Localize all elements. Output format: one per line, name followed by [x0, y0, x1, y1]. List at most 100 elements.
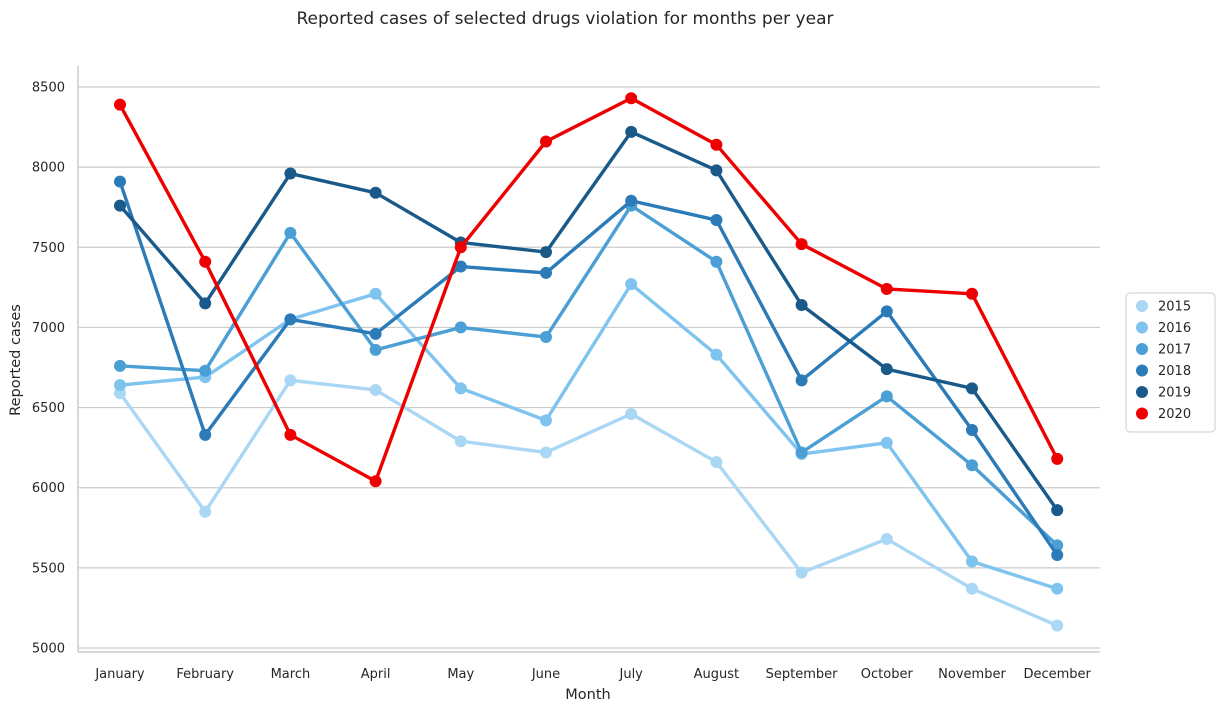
data-point — [284, 428, 297, 441]
data-point — [966, 287, 978, 300]
data-point — [966, 459, 978, 472]
series-line — [118, 96, 1059, 484]
x-tick-label: March — [271, 667, 311, 682]
data-point — [199, 428, 212, 441]
data-point — [795, 566, 808, 579]
data-point — [454, 241, 467, 254]
series-line — [118, 203, 1059, 548]
series-2018 — [114, 175, 1064, 562]
series-line — [118, 179, 1059, 557]
data-point — [114, 199, 126, 212]
data-point — [625, 194, 638, 207]
series-2017 — [114, 199, 1064, 552]
data-point — [454, 321, 467, 334]
data-point — [114, 379, 126, 392]
data-point — [710, 164, 723, 177]
data-point — [710, 138, 723, 151]
chart-title: Reported cases of selected drugs violati… — [297, 9, 834, 29]
data-point — [284, 226, 297, 239]
data-point — [540, 331, 552, 344]
data-point — [369, 343, 382, 356]
x-tick-label: September — [766, 667, 839, 682]
x-tick-label: August — [694, 667, 740, 682]
y-tick-label: 6500 — [32, 401, 65, 416]
data-point — [199, 364, 212, 377]
data-point — [199, 297, 212, 310]
data-point — [1051, 549, 1064, 562]
data-point — [966, 382, 978, 395]
data-point — [540, 246, 552, 259]
data-point — [199, 255, 212, 268]
data-point — [454, 435, 467, 448]
series-2015 — [114, 374, 1064, 632]
data-point — [284, 374, 297, 387]
data-point — [710, 348, 723, 361]
data-point — [284, 313, 297, 326]
gridlines — [78, 86, 1100, 649]
series-2020 — [114, 92, 1064, 488]
legend-label: 2016 — [1158, 321, 1191, 336]
y-axis-title: Reported cases — [8, 304, 24, 416]
data-point — [114, 359, 126, 372]
data-point — [795, 238, 808, 251]
data-point — [880, 282, 893, 295]
x-tick-label: December — [1023, 667, 1091, 682]
data-point — [540, 266, 552, 279]
legend-marker — [1136, 407, 1148, 420]
data-point — [710, 456, 723, 469]
data-point — [369, 287, 382, 300]
data-point — [369, 383, 382, 396]
x-axis-title: Month — [565, 687, 610, 703]
series-line — [118, 282, 1059, 591]
data-point — [880, 305, 893, 318]
x-tick-label: January — [94, 667, 145, 682]
legend-label: 2020 — [1158, 407, 1191, 422]
legend-label: 2015 — [1158, 300, 1191, 315]
x-tick-label: October — [861, 667, 914, 682]
x-tick-label: February — [176, 667, 234, 682]
legend-label: 2019 — [1158, 386, 1191, 401]
legend: 2015 2016 2017 2018 2019 2020 — [1125, 292, 1216, 433]
data-point — [114, 175, 126, 188]
y-tick-label: 6000 — [32, 481, 65, 496]
y-tick-label: 8000 — [32, 161, 65, 176]
y-tick-label: 8500 — [32, 81, 65, 96]
data-point — [1051, 619, 1064, 632]
data-point — [1051, 452, 1064, 465]
data-point — [540, 414, 552, 427]
data-point — [1051, 504, 1064, 517]
data-point — [540, 135, 552, 148]
data-point — [880, 436, 893, 449]
series-2016 — [114, 278, 1064, 595]
data-point — [880, 363, 893, 376]
legend-frame — [1125, 292, 1216, 433]
data-point — [625, 278, 638, 291]
data-point — [1051, 582, 1064, 595]
data-point — [880, 390, 893, 403]
series-line — [118, 378, 1059, 628]
legend-marker — [1136, 364, 1148, 377]
legend-marker — [1136, 300, 1148, 312]
legend-marker — [1136, 343, 1148, 355]
data-point — [795, 374, 808, 387]
data-point — [625, 125, 638, 138]
series-group — [114, 92, 1064, 632]
y-tick-label: 7500 — [32, 241, 65, 256]
data-point — [540, 446, 552, 459]
x-tick-label: April — [361, 667, 391, 682]
data-point — [795, 446, 808, 459]
y-tick-label: 5500 — [32, 561, 65, 576]
data-point — [625, 92, 638, 105]
data-point — [454, 382, 467, 395]
data-point — [966, 555, 978, 568]
x-tick-label: November — [938, 667, 1006, 682]
data-point — [284, 167, 297, 180]
legend-label: 2017 — [1158, 343, 1191, 358]
legend-label: 2018 — [1158, 364, 1191, 379]
series-2019 — [114, 125, 1064, 517]
data-point — [710, 255, 723, 268]
data-point — [369, 186, 382, 199]
x-tick-label: July — [619, 667, 644, 682]
